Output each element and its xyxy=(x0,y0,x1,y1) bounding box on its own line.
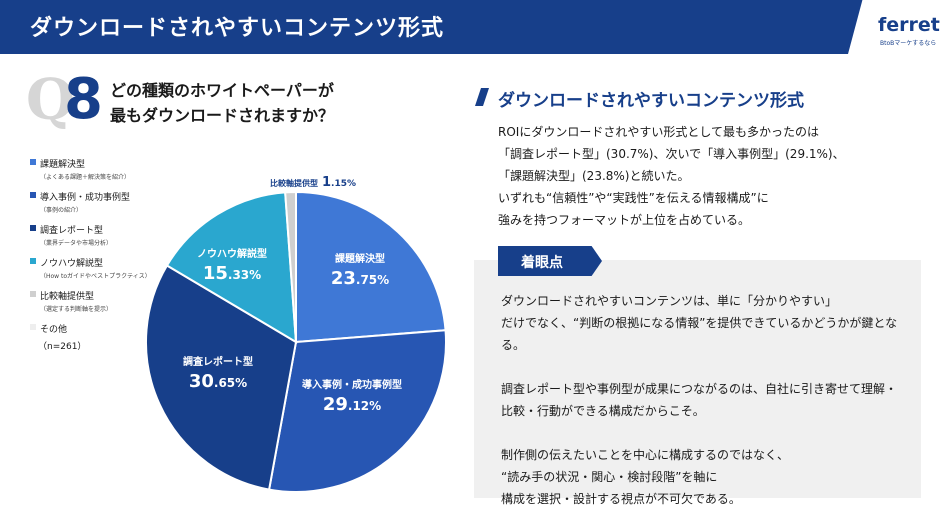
insight-line: だけでなく、“判断の根拠になる情報”を提供できているかどうかが鍵とな xyxy=(501,316,898,330)
header-bar: ダウンロードされやすいコンテンツ形式 xyxy=(0,0,951,54)
summary-line: いずれも“信頼性”や“実践性”を伝える情報構成”に xyxy=(498,191,769,205)
legend-label: 調査レポート型 xyxy=(40,226,104,236)
legend-label: ノウハウ解説型 xyxy=(40,259,104,269)
insight-line: 比較・行動ができる構成だからこそ。 xyxy=(501,404,705,418)
summary-line: ROIにダウンロードされやすい形式として最も多かったのは xyxy=(498,125,819,139)
legend-item: その他 xyxy=(30,322,151,335)
pie-slice xyxy=(165,191,298,344)
legend-label: 課題解決型 xyxy=(40,160,86,170)
pie-slice xyxy=(284,190,297,343)
slice-value: 23.75% xyxy=(331,268,389,289)
page-title: ダウンロードされやすいコンテンツ形式 xyxy=(30,16,445,41)
legend-sublabel: （よくある課題＋解決策を紹介） xyxy=(40,174,131,181)
slice-label: 比較軸提供型 xyxy=(270,178,318,188)
logo-badge xyxy=(848,0,951,54)
insight-line xyxy=(501,422,897,444)
legend-swatch xyxy=(30,324,36,330)
question-line-1: どの種類のホワイトペーパーが xyxy=(110,81,334,100)
legend-item: 比較軸提供型 （選定する判断軸を提示） xyxy=(30,289,151,313)
slice-label: 調査レポート型 xyxy=(183,355,253,368)
insight-line: “読み手の状況・関心・検討段階”を軸に xyxy=(501,470,718,484)
summary-line: 強みを持つフォーマットが上位を占めている。 xyxy=(498,213,751,227)
slice-value: 29.12% xyxy=(323,394,381,415)
sample-size: （n=261） xyxy=(38,342,87,352)
slice-value: 30.65% xyxy=(189,371,247,392)
slice-value: 15.33% xyxy=(203,263,261,284)
legend-item: 課題解決型 （よくある課題＋解決策を紹介） xyxy=(30,157,151,181)
slice-label: 課題解決型 xyxy=(335,252,385,265)
slice-label: ノウハウ解説型 xyxy=(197,247,267,260)
legend-item: 導入事例・成功事例型 （事例の紹介） xyxy=(30,190,151,214)
legend-sublabel: （業界データや市場分析） xyxy=(40,240,113,247)
legend-label: 導入事例・成功事例型 xyxy=(40,193,131,203)
summary-line: 「課題解決型」(23.8%)と続いた。 xyxy=(498,169,690,183)
logo: ferret xyxy=(878,14,940,36)
section-marker-icon xyxy=(475,88,489,106)
insight-line: ダウンロードされやすいコンテンツは、単に「分かりやすい」 xyxy=(501,294,838,308)
insight-tag xyxy=(498,246,602,276)
legend-label: その他 xyxy=(40,325,68,335)
legend-swatch xyxy=(30,192,36,198)
insight-panel xyxy=(474,260,921,498)
legend-swatch xyxy=(30,159,36,165)
slice-value: 1.15% xyxy=(322,175,356,190)
insight-line: 構成を選択・設計する視点が不可欠である。 xyxy=(501,492,741,506)
legend-item: 調査レポート型 （業界データや市場分析） xyxy=(30,223,151,247)
insight-line xyxy=(501,356,897,378)
insight-line: 制作側の伝えたいことを中心に構成するのではなく、 xyxy=(501,448,790,462)
question-letter: Q xyxy=(26,67,75,133)
question-number: 8 xyxy=(64,67,103,132)
summary-text: ROIにダウンロードされやすい形式として最も多かったのは 「調査レポート型」(3… xyxy=(498,121,845,231)
insight-line: る。 xyxy=(501,338,526,352)
legend-swatch xyxy=(30,225,36,231)
insight-text: ダウンロードされやすいコンテンツは、単に「分かりやすい」 だけでなく、“判断の根… xyxy=(501,290,897,510)
question-line-2: 最もダウンロードされますか？ xyxy=(110,106,335,125)
question-text: どの種類のホワイトペーパーが 最もダウンロードされますか？ xyxy=(110,78,334,128)
pie-slice xyxy=(145,264,298,491)
slice-label: 導入事例・成功事例型 xyxy=(302,378,402,391)
chart-legend: 課題解決型 （よくある課題＋解決策を紹介） 導入事例・成功事例型 （事例の紹介）… xyxy=(30,157,151,344)
legend-sublabel: （事例の紹介） xyxy=(40,207,83,214)
legend-label: 比較軸提供型 xyxy=(40,292,95,302)
legend-item: ノウハウ解説型 （How toガイドやベストプラクティス） xyxy=(30,256,151,280)
insight-tag-label: 着眼点 xyxy=(521,255,563,271)
pie-slice xyxy=(267,329,447,493)
pie-slice xyxy=(295,190,447,344)
legend-swatch xyxy=(30,291,36,297)
logo-tagline: BtoBマーケするなら xyxy=(880,40,937,47)
legend-sublabel: （How toガイドやベストプラクティス） xyxy=(40,273,151,280)
legend-swatch xyxy=(30,258,36,264)
legend-sublabel: （選定する判断軸を提示） xyxy=(40,306,113,313)
section-title: ダウンロードされやすいコンテンツ形式 xyxy=(498,91,804,111)
summary-line: 「調査レポート型」(30.7%)、次いで「導入事例型」(29.1%)、 xyxy=(498,147,845,161)
insight-line: 調査レポート型や事例型が成果につながるのは、自社に引き寄せて理解・ xyxy=(501,382,898,396)
